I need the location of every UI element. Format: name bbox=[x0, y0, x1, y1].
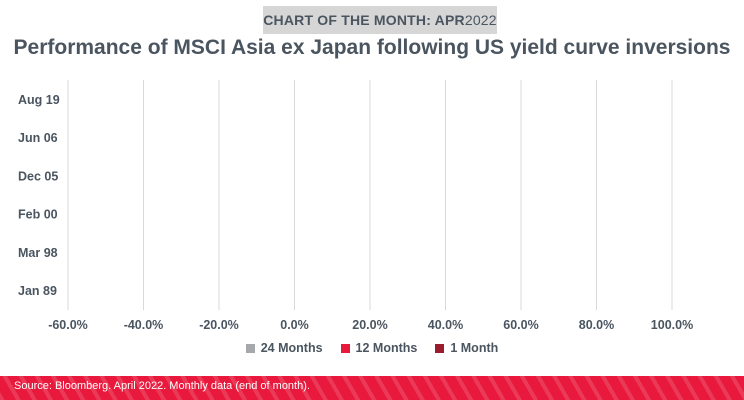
badge-year: 2022 bbox=[464, 12, 497, 28]
source-footer: Source: Bloomberg. April 2022. Monthly d… bbox=[0, 376, 744, 400]
chart-of-the-month-badge: CHART OF THE MONTH: APR2022 bbox=[263, 6, 497, 34]
chart-area: -60.0% -40.0% -20.0% 0.0% 20.0% 40.0% 60.0% 80.… bbox=[18, 80, 693, 332]
legend-swatch-24-months bbox=[245, 343, 255, 353]
x-tick-label: 80.0% bbox=[579, 318, 614, 332]
x-tick-label: 60.0% bbox=[503, 318, 538, 332]
legend-label-12-months: 12 Months bbox=[355, 341, 418, 355]
legend-label-24-months: 24 Months bbox=[260, 341, 323, 355]
x-tick-label: 0.0% bbox=[280, 318, 309, 332]
legend-item-1-month: 1 Month bbox=[435, 341, 498, 355]
x-tick-label: -40.0% bbox=[124, 318, 164, 332]
chart-legend: 24 Months 12 Months 1 Month bbox=[0, 341, 744, 355]
legend-swatch-12-months bbox=[340, 343, 350, 353]
y-category-label: Jun 06 bbox=[18, 131, 58, 145]
source-note: Source: Bloomberg. April 2022. Monthly d… bbox=[14, 380, 310, 392]
badge-label: CHART OF THE MONTH: APR bbox=[263, 12, 465, 28]
legend-label-1-month: 1 Month bbox=[450, 341, 499, 355]
y-category-label: Mar 98 bbox=[18, 246, 58, 260]
x-tick-label: 20.0% bbox=[352, 318, 387, 332]
y-category-label: Feb 00 bbox=[18, 208, 58, 222]
legend-swatch-1-month bbox=[435, 343, 445, 353]
legend-item-12-months: 12 Months bbox=[340, 341, 418, 355]
legend-item-24-months: 24 Months bbox=[245, 341, 323, 355]
y-category-label: Aug 19 bbox=[18, 93, 60, 107]
chart-title: Performance of MSCI Asia ex Japan follow… bbox=[13, 36, 731, 59]
x-tick-label: 100.0% bbox=[651, 318, 693, 332]
y-category-label: Jan 89 bbox=[18, 284, 57, 298]
y-category-label: Dec 05 bbox=[18, 169, 58, 183]
x-tick-label: -60.0% bbox=[48, 318, 88, 332]
x-tick-label: 40.0% bbox=[428, 318, 463, 332]
x-tick-label: -20.0% bbox=[199, 318, 239, 332]
